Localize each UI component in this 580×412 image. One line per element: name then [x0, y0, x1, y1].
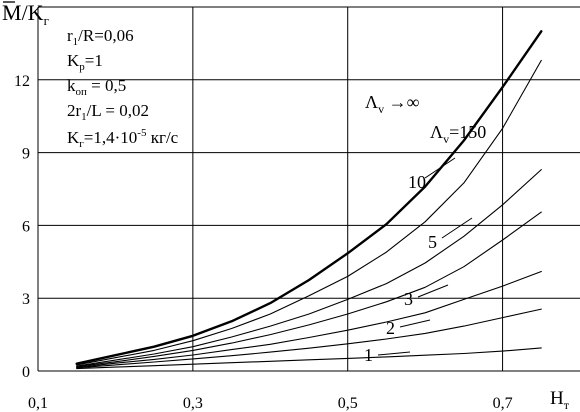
x-axis-label-main: H — [550, 388, 564, 409]
y-axis-label: M/Kг — [2, 0, 49, 28]
annotation-r1-r-main: r — [67, 26, 73, 45]
curve-lambda-10 — [76, 169, 542, 367]
y-tick-label: 12 — [14, 73, 30, 90]
annotation-r1-r-rest: /R=0,06 — [78, 26, 133, 45]
annotation-kg-sup: -5 — [137, 127, 147, 139]
annotation-2r1-l-main: 2r — [67, 101, 82, 120]
annotation-kop-main: k — [67, 76, 76, 95]
curve-label-6: 1 — [364, 345, 373, 365]
curve-lambda-inf — [75, 30, 543, 365]
curve-label-leader-2 — [424, 157, 456, 179]
annotation-kg-rest: =1,4·10 — [84, 128, 138, 147]
annotation-kg: Kг=1,4·10-5 кг/с — [67, 127, 179, 150]
annotation-2r1-l-rest: /L = 0,02 — [87, 101, 149, 120]
curve-label-leader-3 — [441, 217, 473, 239]
x-axis-label-sub: т — [564, 398, 570, 412]
annotation-kop: kоп = 0,5 — [67, 76, 126, 98]
y-tick-label: 0 — [22, 364, 30, 381]
y-tick-label: 3 — [22, 291, 30, 308]
x-axis-label: Hт — [550, 388, 570, 412]
annotation-2r1-l: 2r1/L = 0,02 — [67, 101, 149, 123]
annotation-r1-r: r1/R=0,06 — [67, 26, 134, 48]
curve-label-1: Λv=150 — [430, 122, 486, 146]
grid — [37, 6, 580, 372]
x-tick-label: 0,3 — [183, 395, 203, 412]
y-tick-label: 9 — [22, 146, 30, 163]
curve-label-2: 10 — [408, 172, 426, 192]
y-axis-label-sep: /K — [22, 0, 44, 25]
annotation-kg-main: K — [67, 128, 80, 147]
curve-label-leader-6 — [377, 351, 411, 356]
curve-label-leader-5 — [399, 319, 431, 328]
curve-label-3: 5 — [428, 232, 437, 252]
annotation-kg-sub: г — [79, 138, 84, 150]
annotation-2r1-l-sub: 1 — [81, 111, 87, 123]
curve-label-0: Λv →∞ — [365, 92, 420, 116]
annotation-r1-r-sub: 1 — [73, 36, 79, 48]
parameter-annotations: r1/R=0,06 Kp=1 kоп = 0,5 2r1/L = 0,02 Kг… — [67, 26, 179, 150]
curve-lambda-5 — [76, 211, 542, 368]
x-tick-label: 0,7 — [493, 395, 513, 412]
curve-labels: Λv →∞ Λv=150 10 5 321 — [364, 92, 486, 365]
y-axis-label-main: M — [2, 0, 22, 25]
curve-lambda-2 — [76, 308, 542, 369]
curve-lambda-150 — [76, 59, 542, 366]
curve-lambda-1 — [76, 347, 542, 370]
annotation-kg-unit: кг/с — [146, 128, 178, 147]
annotation-kp-rest: =1 — [85, 51, 103, 70]
annotation-kp: Kp=1 — [67, 51, 103, 73]
annotation-kp-main: K — [67, 51, 80, 70]
curve-label-4: 3 — [404, 289, 413, 309]
y-tick-label: 6 — [22, 218, 30, 235]
curve-label-5: 2 — [386, 318, 395, 338]
annotation-kop-sub: оп — [76, 86, 88, 98]
series — [75, 30, 543, 370]
curve-lambda-3 — [76, 270, 542, 368]
annotation-kp-sub: p — [79, 61, 85, 73]
x-tick-label: 0,5 — [338, 395, 358, 412]
y-axis-label-sub: г — [44, 13, 49, 28]
annotation-kop-rest: = 0,5 — [87, 76, 126, 95]
curve-label-leader-4 — [417, 284, 449, 298]
x-tick-label: 0,1 — [28, 395, 48, 412]
